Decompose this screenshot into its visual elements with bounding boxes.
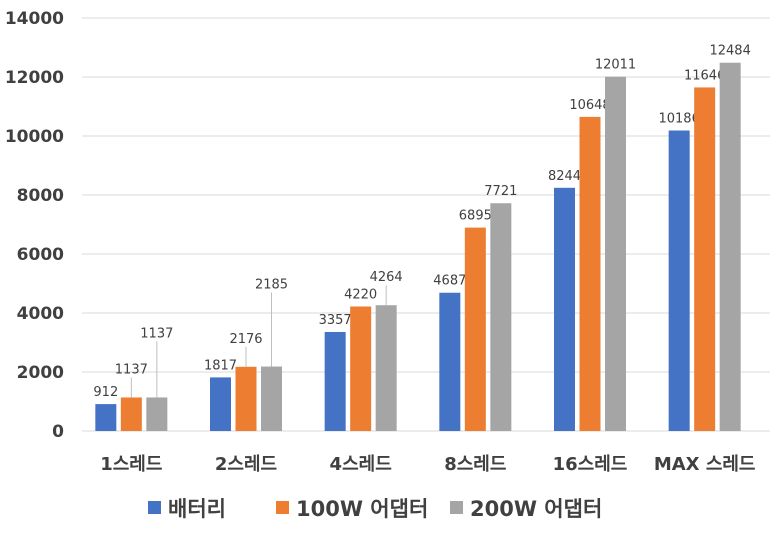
y-tick-label: 4000	[17, 304, 64, 324]
data-label: 12011	[595, 58, 636, 73]
y-tick-label: 10000	[5, 127, 64, 147]
x-tick-label: MAX 스레드	[654, 454, 756, 475]
legend-label: 배터리	[168, 497, 226, 521]
legend-swatch	[276, 501, 289, 514]
y-tick-label: 14000	[5, 9, 64, 29]
bar	[95, 404, 117, 431]
x-tick-label: 4스레드	[330, 454, 392, 475]
data-label: 4264	[370, 270, 403, 285]
data-label: 1137	[115, 362, 148, 377]
data-label: 2176	[229, 332, 262, 347]
legend-label: 100W 어댑터	[296, 497, 428, 521]
bar	[694, 87, 716, 432]
data-label: 10648	[569, 98, 610, 113]
data-label: 1817	[204, 358, 237, 373]
legend-swatch	[148, 501, 161, 514]
bar	[375, 305, 397, 431]
bar	[579, 116, 601, 431]
data-label: 1137	[140, 326, 173, 341]
data-label: 3357	[319, 313, 352, 328]
bar	[350, 306, 372, 431]
x-tick-label: 1스레드	[100, 454, 162, 475]
bar	[235, 366, 257, 431]
data-label: 8244	[548, 169, 581, 184]
bar	[554, 187, 575, 431]
legend-label: 200W 어댑터	[470, 497, 602, 521]
x-tick-label: 8스레드	[444, 454, 506, 475]
legend-swatch	[450, 501, 463, 514]
data-label: 912	[93, 385, 118, 400]
data-label: 12484	[709, 44, 750, 59]
bar	[120, 397, 142, 431]
y-tick-label: 8000	[17, 186, 64, 206]
y-tick-label: 0	[52, 422, 64, 442]
x-tick-label: 2스레드	[215, 454, 277, 475]
bar	[605, 76, 626, 431]
bar	[464, 227, 486, 431]
y-tick-label: 2000	[17, 363, 64, 383]
bar	[146, 397, 168, 431]
x-tick-label: 16스레드	[553, 454, 628, 475]
bar	[719, 62, 741, 432]
bar	[261, 366, 282, 431]
data-label: 7721	[484, 184, 517, 199]
data-label: 2185	[255, 278, 288, 293]
data-label: 4687	[433, 274, 466, 289]
data-label: 6895	[459, 209, 492, 224]
bar	[210, 377, 231, 431]
bar	[324, 331, 346, 431]
bar	[490, 203, 512, 431]
data-label: 11646	[684, 68, 725, 83]
y-tick-label: 12000	[5, 68, 64, 88]
data-label: 10186	[658, 112, 699, 127]
data-label: 4220	[344, 288, 377, 303]
bar	[439, 292, 461, 431]
y-tick-label: 6000	[17, 245, 64, 265]
bar	[668, 130, 690, 431]
